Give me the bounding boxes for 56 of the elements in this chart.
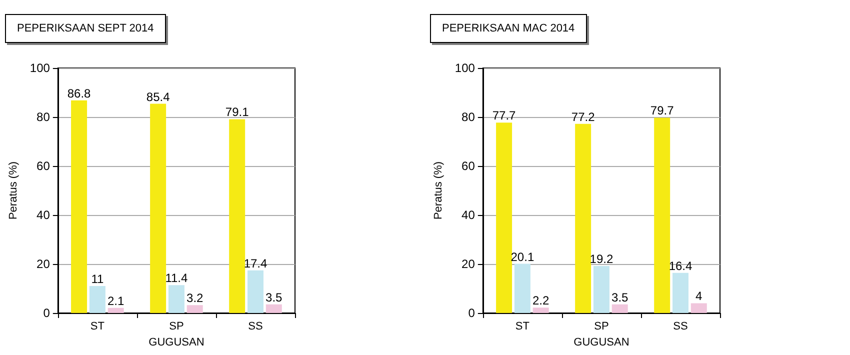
x-tick-label: ST [90, 320, 105, 332]
y-tick-label: 80 [462, 110, 476, 124]
bar [266, 304, 282, 313]
bar [108, 308, 124, 313]
bar [186, 305, 203, 313]
bar [89, 286, 106, 313]
y-tick-label: 40 [36, 208, 50, 222]
data-label: 85.4 [146, 90, 170, 104]
bar [150, 104, 166, 313]
y-tick-label: 80 [36, 110, 50, 124]
bar [229, 119, 246, 313]
y-tick-label: 60 [462, 159, 476, 173]
y-tick-label: 20 [36, 257, 50, 271]
x-axis-title: GUGUSAN [574, 336, 630, 348]
data-label: 2.2 [532, 294, 550, 308]
x-axis-title: GUGUSAN [148, 336, 204, 348]
bar [71, 100, 88, 313]
bar [247, 270, 264, 313]
y-tick-label: 40 [462, 208, 476, 222]
data-label: 86.8 [67, 86, 92, 100]
y-axis-title: Peratus (%) [432, 161, 444, 220]
y-tick-label: 60 [36, 159, 50, 173]
x-tick-label: SP [594, 320, 609, 332]
bar [168, 285, 184, 313]
x-tick-label: SS [673, 320, 688, 332]
data-label: 77.7 [492, 108, 516, 123]
bar [654, 118, 670, 313]
data-label: 3.5 [266, 290, 283, 304]
data-label: 3.5 [612, 290, 629, 304]
bar [593, 266, 610, 313]
bar [690, 303, 707, 313]
y-tick-label: 100 [30, 61, 50, 75]
bar [612, 304, 628, 313]
data-label: 11 [91, 272, 104, 286]
bar [672, 272, 688, 313]
y-tick-label: 20 [462, 257, 476, 271]
data-label: 3.2 [186, 291, 204, 306]
bar [575, 124, 592, 313]
y-axis-title: Peratus (%) [8, 161, 20, 220]
data-label: 77.2 [571, 110, 596, 124]
data-label: 4 [696, 289, 703, 304]
chart-title: PEPERIKSAAN MAC 2014 [442, 22, 575, 34]
y-tick-label: 100 [454, 61, 476, 75]
x-tick-label: ST [515, 320, 530, 332]
data-label: 11.4 [165, 271, 188, 286]
data-label: 2.1 [107, 294, 124, 308]
data-label: 79.7 [650, 104, 674, 118]
x-tick-label: SS [248, 320, 263, 332]
chart-title: PEPERIKSAAN SEPT 2014 [17, 22, 154, 34]
bar [532, 308, 549, 313]
bar [514, 264, 530, 313]
bar [496, 122, 512, 313]
y-tick-label: 0 [468, 306, 476, 320]
y-tick-label: 0 [43, 306, 50, 320]
data-label: 79.1 [225, 105, 250, 120]
x-tick-label: SP [169, 320, 184, 332]
